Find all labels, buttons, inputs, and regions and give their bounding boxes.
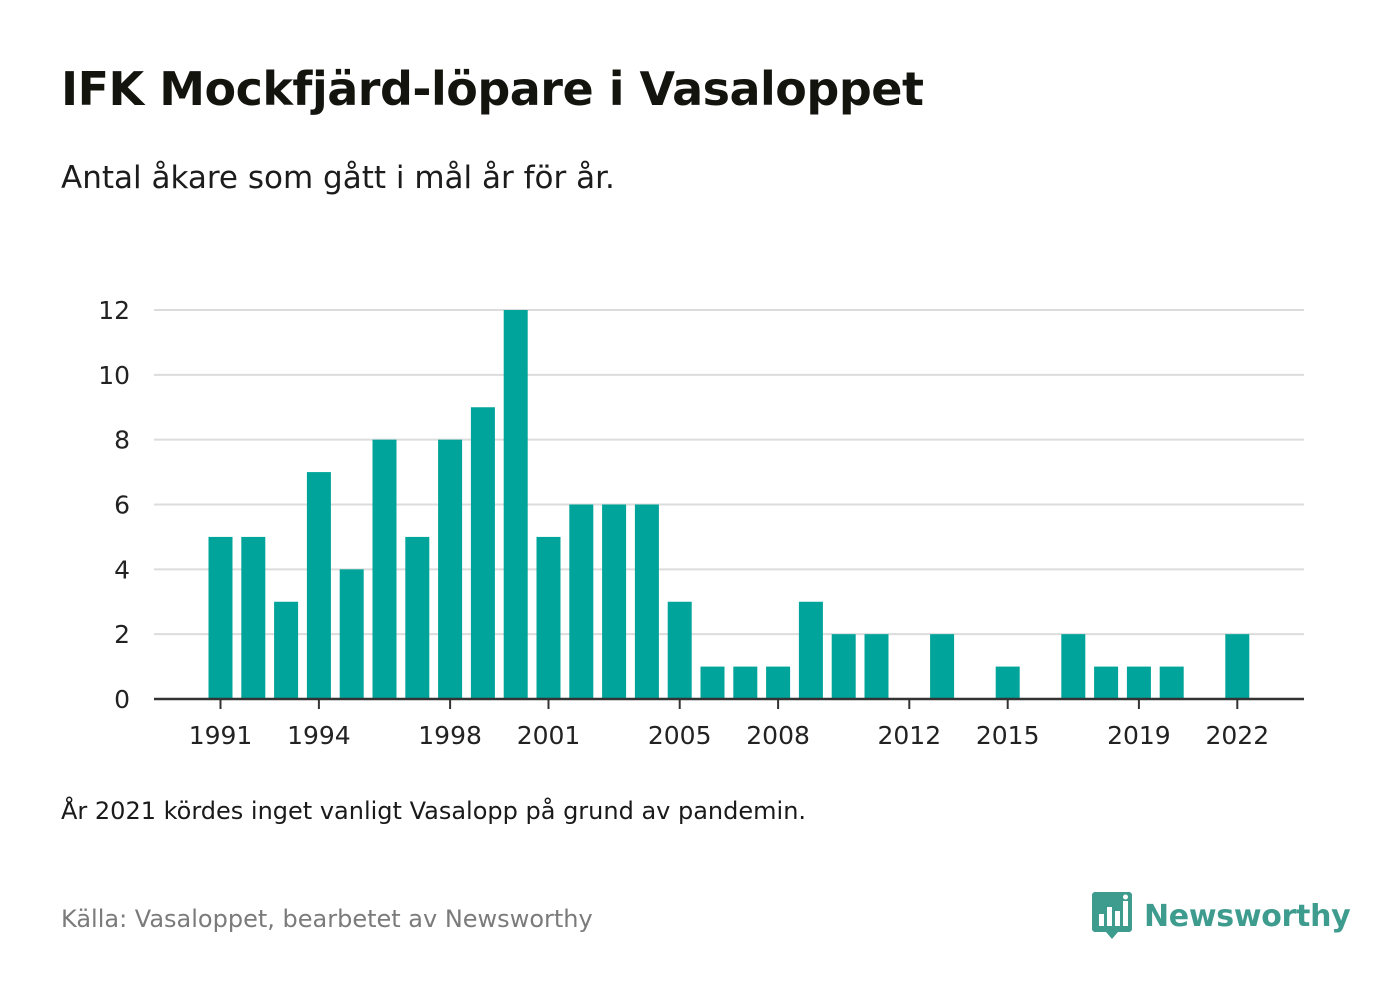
bar-1994 [306, 472, 331, 699]
bar-2022 [1225, 634, 1250, 699]
bar-2011 [864, 634, 889, 699]
bar-2002 [569, 504, 594, 699]
bar-2013 [930, 634, 955, 699]
bar-1997 [405, 536, 430, 699]
x-tick-label: 2022 [1205, 721, 1269, 750]
source-text: Källa: Vasaloppet, bearbetet av Newswort… [61, 905, 593, 933]
bar-2018 [1094, 666, 1119, 699]
y-tick-label: 12 [98, 296, 130, 325]
bar-1991 [208, 536, 233, 699]
bar-2017 [1061, 634, 1086, 699]
x-tick-label: 2012 [877, 721, 941, 750]
x-tick-label: 2015 [976, 721, 1040, 750]
y-tick-label: 2 [114, 620, 130, 649]
bar-2005 [667, 601, 692, 699]
bar-1992 [241, 536, 266, 699]
bar-2001 [536, 536, 561, 699]
chart-title: IFK Mockfjärd-löpare i Vasaloppet [61, 62, 924, 116]
bar-2015 [995, 666, 1020, 699]
bar-2006 [700, 666, 725, 699]
bar-2010 [831, 634, 856, 699]
bar-1995 [339, 569, 364, 699]
y-tick-label: 10 [98, 361, 130, 390]
newsworthy-logo-icon [1092, 892, 1132, 939]
chart-subtitle: Antal åkare som gått i mål år för år. [61, 160, 615, 196]
bar-1998 [438, 439, 463, 699]
bar-1996 [372, 439, 397, 699]
bar-2009 [798, 601, 823, 699]
bar-2019 [1126, 666, 1151, 699]
y-tick-label: 8 [114, 426, 130, 455]
bar-1993 [274, 601, 299, 699]
bars [208, 310, 1250, 699]
brand-label: Newsworthy [1144, 898, 1351, 934]
x-axis-labels: 1991 1994 1998 2001 2005 2008 2012 2015 2019 2022 [189, 721, 1269, 750]
bar-2004 [634, 504, 659, 699]
x-tick-label: 2001 [517, 721, 581, 750]
y-axis-labels: 0 2 4 6 8 10 12 [98, 296, 130, 714]
y-tick-label: 0 [114, 685, 130, 714]
x-tick-label: 1994 [287, 721, 351, 750]
x-tick-label: 2008 [746, 721, 810, 750]
x-tick-label: 1991 [189, 721, 253, 750]
chart-note: År 2021 kördes inget vanligt Vasalopp på… [61, 797, 807, 825]
y-tick-label: 4 [114, 555, 130, 584]
bar-2003 [602, 504, 627, 699]
y-tick-label: 6 [114, 491, 130, 520]
x-tick-label: 2019 [1107, 721, 1171, 750]
x-tick-label: 2005 [648, 721, 712, 750]
x-axis [154, 697, 1304, 709]
newsworthy-brand[interactable]: Newsworthy [1092, 892, 1351, 940]
bar-2000 [503, 310, 528, 699]
bar-2007 [733, 666, 758, 699]
bar-2020 [1159, 666, 1184, 699]
bar-2008 [766, 666, 791, 699]
bar-1999 [470, 407, 495, 699]
x-tick-label: 1998 [418, 721, 482, 750]
